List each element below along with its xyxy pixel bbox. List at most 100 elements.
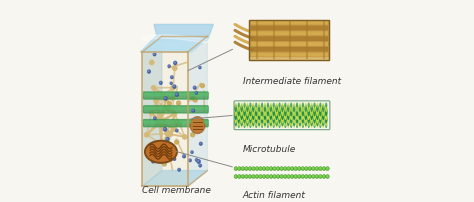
- Ellipse shape: [287, 107, 290, 116]
- Ellipse shape: [273, 123, 275, 128]
- Ellipse shape: [301, 167, 305, 170]
- Ellipse shape: [166, 107, 170, 111]
- Ellipse shape: [280, 175, 283, 178]
- Ellipse shape: [327, 176, 328, 177]
- Ellipse shape: [284, 119, 287, 126]
- Ellipse shape: [270, 102, 272, 108]
- FancyBboxPatch shape: [250, 42, 328, 46]
- Ellipse shape: [237, 175, 241, 178]
- Ellipse shape: [269, 110, 272, 120]
- Ellipse shape: [249, 119, 252, 126]
- FancyBboxPatch shape: [143, 92, 208, 99]
- Ellipse shape: [281, 119, 284, 126]
- Ellipse shape: [258, 102, 260, 108]
- Ellipse shape: [284, 104, 287, 112]
- Ellipse shape: [196, 159, 197, 160]
- Ellipse shape: [166, 137, 169, 141]
- Ellipse shape: [164, 97, 167, 100]
- Ellipse shape: [299, 107, 301, 116]
- Ellipse shape: [175, 120, 179, 124]
- Ellipse shape: [158, 119, 163, 123]
- Ellipse shape: [305, 168, 307, 169]
- Ellipse shape: [284, 168, 285, 169]
- Ellipse shape: [240, 110, 243, 120]
- Ellipse shape: [277, 168, 278, 169]
- Ellipse shape: [235, 176, 236, 177]
- Ellipse shape: [173, 158, 174, 159]
- Ellipse shape: [322, 123, 324, 128]
- Ellipse shape: [264, 104, 266, 112]
- Ellipse shape: [198, 160, 199, 162]
- Ellipse shape: [281, 114, 284, 124]
- Ellipse shape: [151, 86, 156, 90]
- Ellipse shape: [249, 176, 250, 177]
- Ellipse shape: [160, 142, 164, 147]
- Ellipse shape: [197, 160, 200, 163]
- Ellipse shape: [234, 175, 237, 178]
- Ellipse shape: [322, 102, 324, 108]
- Ellipse shape: [164, 155, 168, 160]
- Ellipse shape: [287, 175, 291, 178]
- Ellipse shape: [312, 168, 314, 169]
- Ellipse shape: [262, 175, 266, 178]
- Ellipse shape: [311, 175, 315, 178]
- Ellipse shape: [302, 102, 304, 108]
- Ellipse shape: [249, 110, 252, 120]
- Ellipse shape: [164, 106, 168, 110]
- Ellipse shape: [269, 119, 272, 126]
- Ellipse shape: [301, 107, 304, 116]
- Ellipse shape: [241, 167, 245, 170]
- Ellipse shape: [275, 114, 278, 124]
- Ellipse shape: [175, 140, 179, 144]
- Ellipse shape: [255, 102, 257, 108]
- Ellipse shape: [322, 114, 325, 124]
- Ellipse shape: [255, 123, 257, 128]
- Ellipse shape: [295, 168, 296, 169]
- Ellipse shape: [154, 98, 158, 103]
- Ellipse shape: [160, 120, 164, 124]
- Ellipse shape: [288, 176, 289, 177]
- Ellipse shape: [240, 114, 243, 124]
- Ellipse shape: [192, 110, 193, 111]
- Ellipse shape: [293, 104, 296, 112]
- Ellipse shape: [304, 114, 307, 124]
- Ellipse shape: [171, 151, 174, 155]
- Ellipse shape: [291, 167, 294, 170]
- Ellipse shape: [298, 176, 300, 177]
- Ellipse shape: [237, 123, 240, 128]
- Ellipse shape: [252, 167, 255, 170]
- Ellipse shape: [240, 107, 243, 116]
- Ellipse shape: [319, 114, 322, 124]
- Ellipse shape: [316, 123, 319, 128]
- Ellipse shape: [241, 175, 245, 178]
- Ellipse shape: [290, 119, 292, 126]
- Ellipse shape: [301, 119, 304, 126]
- Ellipse shape: [149, 111, 154, 115]
- Ellipse shape: [308, 123, 310, 128]
- Ellipse shape: [294, 175, 298, 178]
- Ellipse shape: [310, 114, 313, 124]
- Ellipse shape: [301, 114, 304, 124]
- Ellipse shape: [259, 167, 262, 170]
- Ellipse shape: [294, 167, 298, 170]
- Ellipse shape: [240, 119, 243, 126]
- Ellipse shape: [273, 168, 275, 169]
- Ellipse shape: [275, 110, 278, 120]
- Ellipse shape: [322, 167, 326, 170]
- Ellipse shape: [249, 114, 252, 124]
- Ellipse shape: [246, 102, 249, 108]
- Ellipse shape: [287, 167, 291, 170]
- Ellipse shape: [153, 53, 156, 56]
- Ellipse shape: [177, 101, 181, 105]
- Ellipse shape: [281, 110, 284, 120]
- Ellipse shape: [238, 176, 239, 177]
- Ellipse shape: [163, 162, 166, 166]
- Ellipse shape: [319, 110, 322, 120]
- Ellipse shape: [190, 117, 205, 134]
- Ellipse shape: [267, 102, 269, 108]
- FancyBboxPatch shape: [250, 47, 328, 52]
- Ellipse shape: [160, 81, 162, 84]
- Ellipse shape: [326, 175, 329, 178]
- Ellipse shape: [168, 65, 169, 66]
- Ellipse shape: [327, 168, 328, 169]
